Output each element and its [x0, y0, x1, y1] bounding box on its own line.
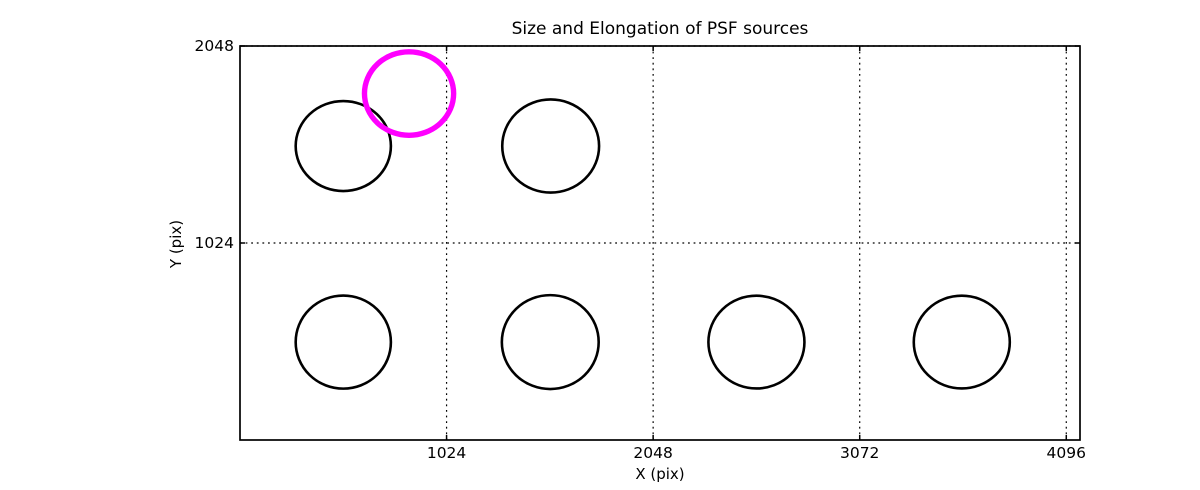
psf-ellipse: [294, 294, 393, 390]
psf-ellipse: [707, 294, 806, 390]
x-axis-label: X (pix): [635, 465, 685, 483]
plot-border: [239, 45, 1081, 441]
x-tick-label: 4096: [1046, 444, 1087, 462]
x-tick-label: 2048: [633, 444, 673, 462]
psf-ellipse: [294, 99, 393, 193]
y-tick-label: 1024: [194, 234, 234, 252]
psf-ellipse: [912, 294, 1012, 390]
highlighted-psf-ellipse: [361, 49, 457, 138]
x-tick-label: 3072: [839, 444, 880, 462]
psf-ellipse: [500, 98, 601, 194]
x-tick-labels: 1024 2048 3072 4096: [0, 444, 1200, 464]
y-tick-label: 2048: [194, 37, 234, 55]
y-tick-labels: 1024 2048: [150, 0, 234, 490]
x-tick-label: 1024: [426, 444, 467, 462]
psf-ellipse: [500, 293, 600, 391]
chart-title: Size and Elongation of PSF sources: [511, 19, 809, 39]
